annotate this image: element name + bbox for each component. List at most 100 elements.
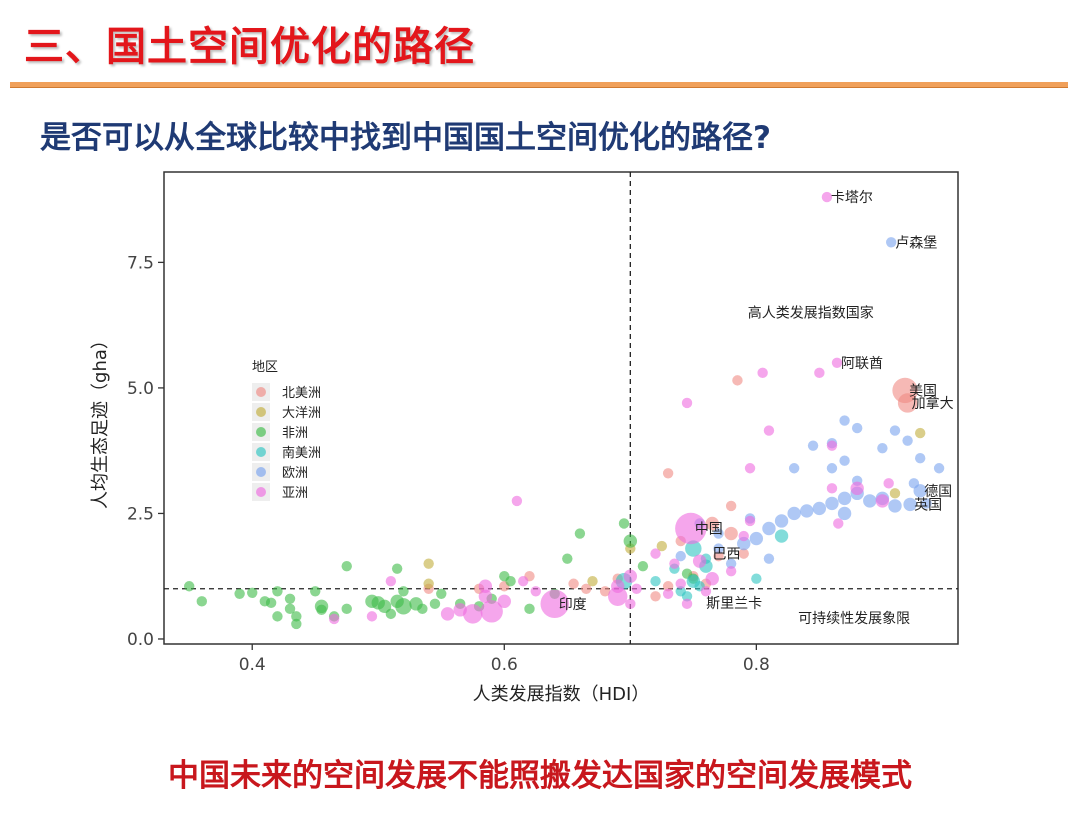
data-point [875,494,890,508]
data-point [669,558,680,569]
data-point [310,586,321,597]
legend-entry-label: 欧洲 [282,466,308,481]
data-point [568,578,579,589]
legend-swatch [256,467,266,477]
legend-swatch [256,407,266,417]
data-point [914,453,926,464]
data-point [623,569,638,583]
point-label: 高人类发展指数国家 [748,305,874,322]
data-point [807,440,819,451]
data-point [774,529,789,543]
data-point [705,572,719,586]
data-point [618,518,630,529]
y-axis-title: 人均生态足迹（gha） [90,331,111,509]
data-point [623,534,638,548]
data-point [839,455,850,466]
data-point [530,586,541,597]
data-point [833,518,844,529]
data-point [850,481,864,496]
data-point [863,494,877,508]
data-point [284,593,296,605]
data-point [316,604,327,616]
data-point [744,515,756,527]
data-point [692,554,707,568]
data-point [587,576,598,587]
data-point [247,587,258,598]
point-label: 美国 [909,383,937,399]
x-axis-ticks: 0.4 0.6 0.8 [239,644,770,675]
data-point [837,506,852,521]
point-label: 巴西 [712,547,740,563]
data-point [713,528,724,539]
legend-title: 地区 [252,360,278,375]
data-point [423,558,434,569]
data-point [681,591,693,602]
point-label: 德国 [924,484,952,500]
data-point [391,563,403,574]
data-point [611,579,625,593]
data-point [774,514,789,528]
legend-entry-label: 南美洲 [282,445,321,461]
data-point [272,586,283,597]
plot-frame [163,171,959,645]
data-point [732,375,743,386]
data-point [877,442,888,454]
point-label: 加拿大 [912,395,954,412]
data-point [291,611,302,622]
data-point [800,504,814,518]
data-point [423,578,434,589]
data-point [650,576,661,587]
data-point [914,427,926,439]
data-point [826,463,838,474]
data-point [744,463,756,474]
data-point [637,560,649,572]
data-point [738,530,749,542]
data-point [463,604,483,624]
data-point [524,603,535,615]
data-point [517,576,529,587]
y-tick-label: 5.0 [127,379,154,399]
data-point [511,495,523,507]
y-tick-label: 2.5 [127,504,154,524]
data-point [921,498,932,509]
data-point [737,536,751,551]
data-point [757,367,768,379]
data-point [725,500,737,512]
data-point [933,463,945,474]
data-point [395,598,412,615]
legend-swatch [256,427,266,437]
data-point [385,576,397,587]
data-point [889,488,901,499]
data-point [662,468,674,479]
data-point [265,597,277,609]
data-point [851,422,863,434]
data-point [749,531,764,546]
data-point [724,526,738,541]
legend-entry-label: 亚洲 [282,486,308,501]
point-label: 阿联酋 [841,355,883,372]
data-point [234,588,245,599]
data-point [826,483,838,494]
reference-lines [164,172,958,644]
data-point [599,586,611,597]
data-point [436,588,447,599]
legend-entry-label: 非洲 [282,426,308,441]
data-point [705,516,719,531]
data-point [540,589,569,619]
x-tick-label: 0.4 [239,655,266,675]
data-point [341,560,352,572]
legend-swatch [256,447,266,457]
data-point [184,581,195,592]
data-point [662,581,674,592]
legend-entry-label: 大洋洲 [282,406,321,421]
legend-entry-label: 北美洲 [282,386,321,401]
x-axis-title: 人类发展指数（HDI） [473,684,650,705]
data-point [478,579,493,593]
point-label: 可持续性发展象限 [798,610,910,627]
point-label: 印度 [559,597,587,613]
data-points [184,191,945,630]
data-point [631,583,642,594]
